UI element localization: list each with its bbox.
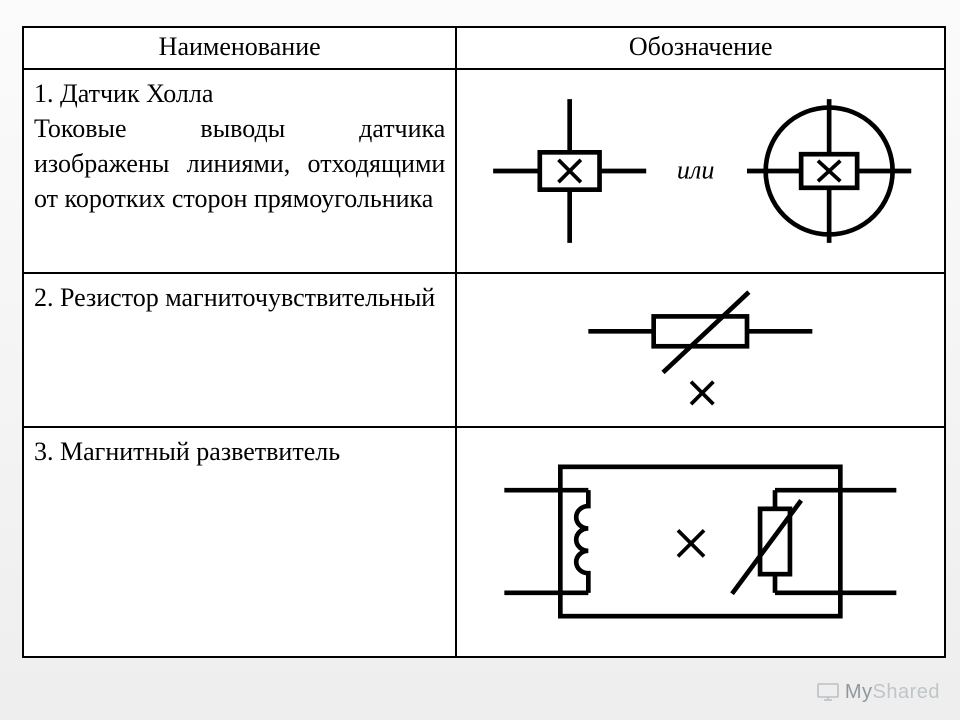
row-desc: Токовые выводы датчика изображены линиям… xyxy=(34,111,445,216)
watermark-text-1: My xyxy=(845,681,873,703)
symbols-table: Наименование Обозначение 1. Датчик Холла… xyxy=(22,26,946,658)
magnetoresistor-icon xyxy=(467,280,934,420)
row-title: 3. Магнитный разветвитель xyxy=(34,434,445,469)
page: Наименование Обозначение 1. Датчик Холла… xyxy=(0,0,960,720)
hall-sensor-icon: или xyxy=(467,76,934,266)
symbol-cell-magres xyxy=(456,273,945,427)
name-cell-hall: 1. Датчик Холла Токовые выводы датчика и… xyxy=(23,69,456,273)
watermark: MyShared xyxy=(817,681,940,704)
hall-variant-1-icon xyxy=(493,99,646,243)
row-title: 2. Резистор магниточувствительный xyxy=(34,280,445,315)
watermark-icon xyxy=(817,683,839,701)
watermark-text-2: Shared xyxy=(873,681,941,703)
or-label: или xyxy=(677,155,715,184)
row-title: 1. Датчик Холла xyxy=(34,76,445,111)
table-row: 1. Датчик Холла Токовые выводы датчика и… xyxy=(23,69,945,273)
header-symbol: Обозначение xyxy=(456,27,945,69)
name-cell-splitter: 3. Магнитный разветвитель xyxy=(23,427,456,657)
hall-variant-2-icon xyxy=(747,99,911,243)
header-name: Наименование xyxy=(23,27,456,69)
symbol-cell-splitter xyxy=(456,427,945,657)
table-header-row: Наименование Обозначение xyxy=(23,27,945,69)
table-row: 2. Резистор магниточувствительный xyxy=(23,273,945,427)
magnetic-splitter-icon xyxy=(467,434,934,649)
table-row: 3. Магнитный разветвитель xyxy=(23,427,945,657)
name-cell-magres: 2. Резистор магниточувствительный xyxy=(23,273,456,427)
symbol-cell-hall: или xyxy=(456,69,945,273)
